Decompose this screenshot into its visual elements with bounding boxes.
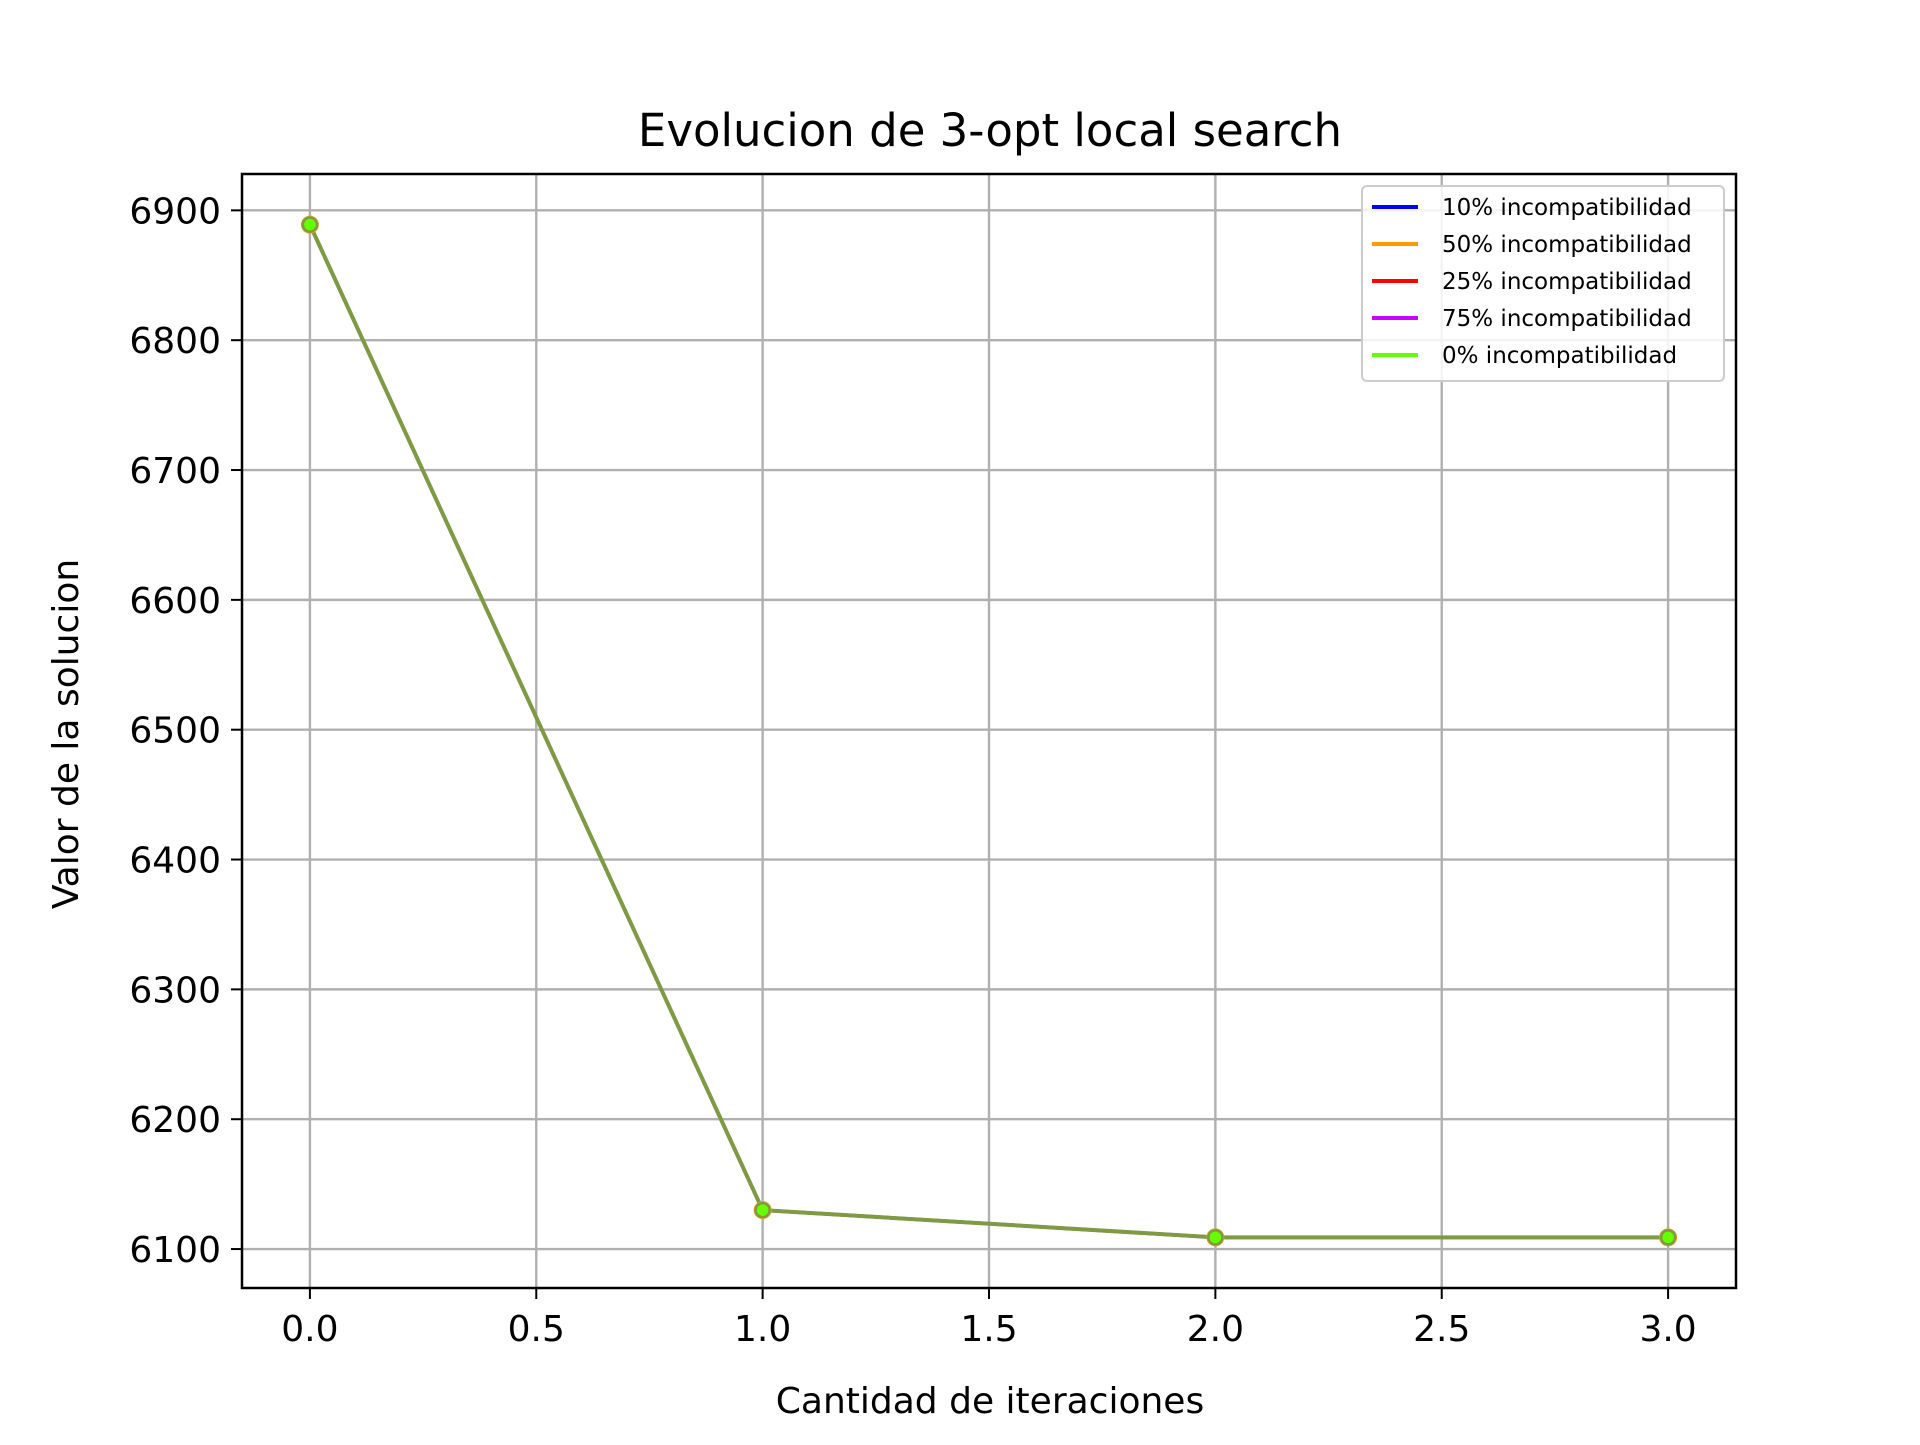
data-point-marker — [754, 1201, 771, 1219]
chart-title: Evolucion de 3-opt local search — [638, 104, 1342, 157]
x-axis-label: Cantidad de iteraciones — [776, 1381, 1204, 1422]
x-tick-label: 0.0 — [281, 1309, 338, 1350]
series-lines — [300, 215, 1678, 1247]
axes: 0.0 0.5 1.0 1.5 2.0 2.5 3.0 6100 6200 6300 6400 650… — [129, 172, 1738, 1350]
series-line-overlap — [308, 223, 1669, 1240]
y-tick-label: 6100 — [129, 1230, 221, 1271]
y-tick-label: 6900 — [129, 191, 221, 232]
y-tick-label: 6400 — [129, 841, 221, 882]
y-tick-label: 6800 — [129, 321, 221, 362]
data-point-marker — [301, 216, 319, 233]
legend-label-0: 10% incompatibilidad — [1442, 195, 1692, 221]
y-tick-label: 6300 — [129, 970, 221, 1011]
legend-box — [1361, 185, 1725, 382]
y-tick-label: 6200 — [129, 1100, 221, 1141]
legend-label-3: 75% incompatibilidad — [1442, 306, 1692, 332]
x-tick-label: 1.5 — [960, 1309, 1017, 1350]
y-tick-label: 6600 — [129, 581, 221, 622]
data-point-marker — [1207, 1229, 1224, 1246]
x-tick-label: 0.5 — [508, 1309, 565, 1350]
y-axis-label: Valor de la solucion — [46, 559, 87, 909]
y-tick-label: 6700 — [129, 451, 221, 492]
data-point-marker — [1659, 1229, 1677, 1246]
legend-label-1: 50% incompatibilidad — [1442, 232, 1692, 258]
y-tick-label: 6500 — [129, 711, 221, 752]
legend-label-4: 0% incompatibilidad — [1442, 343, 1677, 369]
x-tick-label: 3.0 — [1639, 1309, 1696, 1350]
x-tick-label: 2.5 — [1413, 1309, 1470, 1350]
grid-lines — [242, 174, 1736, 1288]
x-tick-label: 2.0 — [1187, 1309, 1244, 1350]
legend: 10% incompatibilidad 50% incompatibilidad… — [1361, 185, 1725, 382]
legend-label-2: 25% incompatibilidad — [1442, 269, 1692, 295]
x-tick-label: 1.0 — [734, 1309, 791, 1350]
